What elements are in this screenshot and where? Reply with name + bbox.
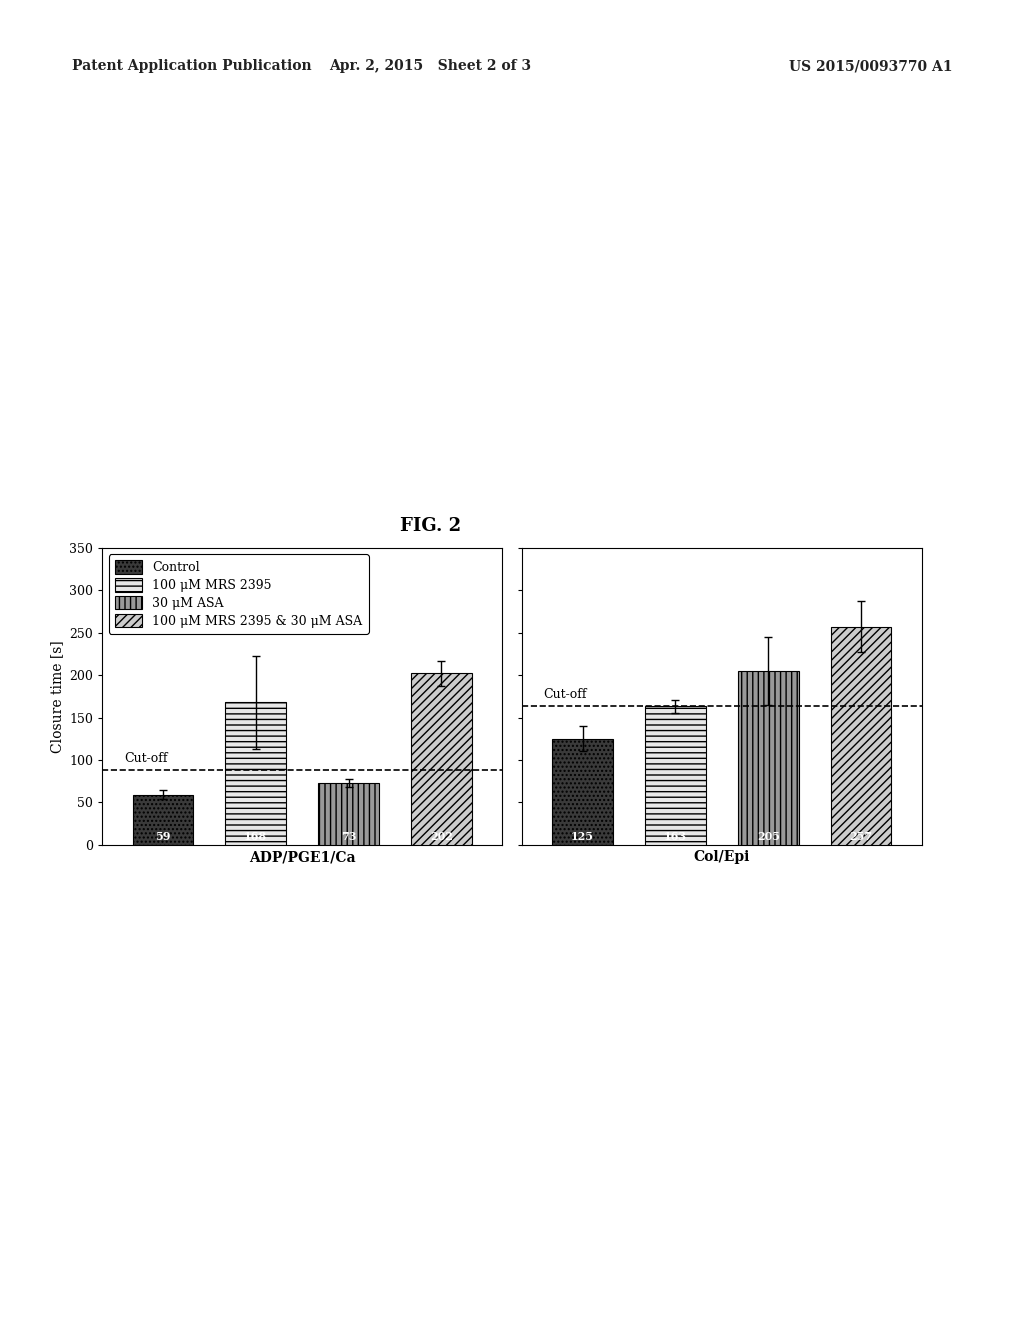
Bar [645,706,706,845]
Bar [412,673,472,845]
Bar [132,795,193,845]
X-axis label: Col/Epi: Col/Epi [693,850,751,865]
Text: 202: 202 [430,832,453,842]
Text: 163: 163 [664,832,687,842]
Text: 168: 168 [244,832,267,842]
Text: Apr. 2, 2015   Sheet 2 of 3: Apr. 2, 2015 Sheet 2 of 3 [329,59,531,74]
X-axis label: ADP/PGE1/Ca: ADP/PGE1/Ca [249,850,355,865]
Text: FIG. 2: FIG. 2 [399,516,461,535]
Text: 125: 125 [571,832,594,842]
Legend: Control, 100 μM MRS 2395, 30 μM ASA, 100 μM MRS 2395 & 30 μM ASA: Control, 100 μM MRS 2395, 30 μM ASA, 100… [109,554,369,634]
Y-axis label: Closure time [s]: Closure time [s] [50,640,63,752]
Text: Cut-off: Cut-off [124,752,167,766]
Text: 205: 205 [757,832,780,842]
Bar [225,702,286,845]
Bar [552,739,612,845]
Text: Cut-off: Cut-off [544,689,587,701]
Bar [318,783,379,845]
Bar [831,627,892,845]
Text: Patent Application Publication: Patent Application Publication [72,59,311,74]
Text: 59: 59 [155,832,171,842]
Text: 257: 257 [850,832,872,842]
Bar [738,671,799,845]
Text: US 2015/0093770 A1: US 2015/0093770 A1 [788,59,952,74]
Text: 73: 73 [341,832,356,842]
